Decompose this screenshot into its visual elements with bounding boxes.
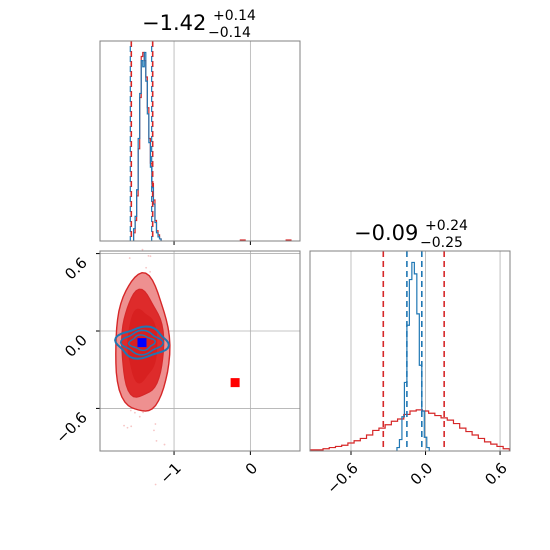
bottom-right-title: −0.09 +0.24 <box>354 218 468 245</box>
bottom-right-histograms <box>310 251 510 451</box>
bottom-right-x-tick-label: 0.0 <box>407 459 437 489</box>
bottom-left-sample-point <box>145 266 148 269</box>
top-left-histograms <box>129 41 292 241</box>
bottom-left-frame <box>99 250 301 452</box>
bottom-left-blue-contour-mid <box>119 329 165 356</box>
bottom-left-sample-point <box>134 411 136 414</box>
bottom-left-x-tick-label: −1 <box>157 459 185 487</box>
bottom-left-sample-point <box>123 424 125 427</box>
top-left-frame <box>99 40 301 242</box>
bottom-left-y-tick-label: 0.0 <box>61 331 91 361</box>
bottom-left-x-tick-label: 0 <box>242 459 261 478</box>
bottom-left-sample-point <box>130 425 133 428</box>
top-left-title-plus: +0.14 <box>213 8 256 24</box>
bottom-left-sample-point <box>128 257 131 259</box>
bottom-right-title-value: −0.09 <box>354 221 418 245</box>
bottom-left-sample-point <box>147 254 150 257</box>
bottom-left-y-tick-label: 0.6 <box>61 254 91 284</box>
bottom-right-x-tick-label: −0.6 <box>323 459 361 497</box>
bottom-left-sample-point <box>142 411 144 414</box>
top-left-title-minus: −0.14 <box>208 25 251 41</box>
bottom-left-blue-contour-inner <box>127 334 157 352</box>
top-left-title-value: −1.42 <box>142 11 206 35</box>
bottom-right-title-plus: +0.24 <box>425 218 468 234</box>
bottom-right-x-tick-label: 0.6 <box>481 459 511 489</box>
bottom-left-contours <box>114 248 240 486</box>
top-left-title: −1.42 +0.14 <box>142 8 256 35</box>
bottom-left-sample-point <box>149 270 151 273</box>
bottom-left-sample-point <box>149 255 152 258</box>
bottom-left-sample-point <box>129 409 132 412</box>
bottom-right-frame <box>309 250 511 452</box>
bottom-left-sample-point <box>138 415 141 418</box>
top-left-axes-bg <box>100 41 300 241</box>
bottom-left-blue-contour-outer <box>114 325 170 360</box>
bottom-right-title-minus: −0.25 <box>420 235 463 251</box>
bottom-left-sample-point <box>163 443 166 446</box>
bottom-right-hist-blue <box>396 261 430 451</box>
bottom-left-red-marker <box>230 378 240 388</box>
bottom-left-sample-point <box>154 423 157 425</box>
bottom-left-sample-point <box>141 248 144 251</box>
bottom-left-sample-point <box>155 439 158 442</box>
bottom-right-axes-bg <box>310 251 510 451</box>
top-left-hist-blue <box>132 51 162 241</box>
bottom-left-blue-marker <box>137 338 147 348</box>
bottom-left-sample-point <box>154 483 157 486</box>
bottom-left-y-tick-label: −0.6 <box>52 409 90 447</box>
bottom-left-sample-point <box>153 429 155 432</box>
bottom-right-hist-red <box>310 409 510 451</box>
bottom-left-sample-point <box>126 426 129 429</box>
